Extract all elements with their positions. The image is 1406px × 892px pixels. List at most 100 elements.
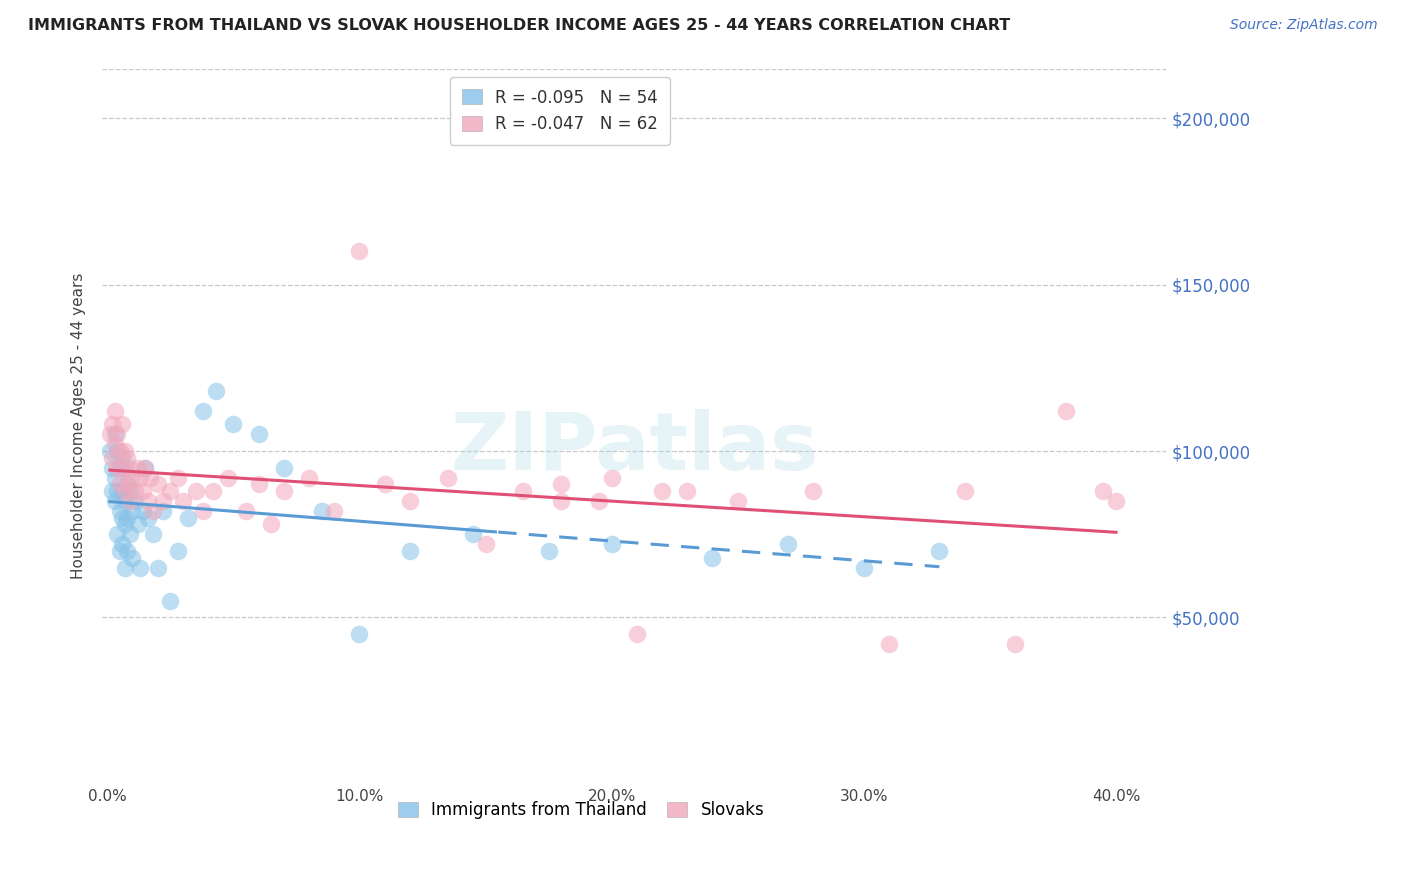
Point <box>105 427 128 442</box>
Point <box>349 627 371 641</box>
Point <box>114 460 136 475</box>
Point <box>374 477 396 491</box>
Point <box>117 477 139 491</box>
Point <box>727 494 749 508</box>
Point <box>537 544 560 558</box>
Point <box>260 517 283 532</box>
Point <box>588 494 610 508</box>
Point <box>104 494 127 508</box>
Point <box>101 450 124 465</box>
Point <box>101 483 124 498</box>
Point <box>204 384 226 399</box>
Point <box>114 483 136 498</box>
Point <box>167 544 190 558</box>
Point <box>311 504 333 518</box>
Point <box>550 477 572 491</box>
Point <box>127 517 149 532</box>
Point <box>105 460 128 475</box>
Point <box>191 404 214 418</box>
Point <box>124 494 146 508</box>
Point <box>1054 404 1077 418</box>
Point <box>235 504 257 518</box>
Point <box>114 444 136 458</box>
Point <box>117 450 139 465</box>
Point <box>167 471 190 485</box>
Point <box>104 427 127 442</box>
Point <box>217 471 239 485</box>
Legend: Immigrants from Thailand, Slovaks: Immigrants from Thailand, Slovaks <box>391 794 770 825</box>
Point <box>298 471 321 485</box>
Point <box>134 460 156 475</box>
Point <box>117 544 139 558</box>
Point <box>877 637 900 651</box>
Point <box>101 460 124 475</box>
Point <box>124 483 146 498</box>
Point <box>114 560 136 574</box>
Point <box>104 437 127 451</box>
Point <box>778 537 800 551</box>
Point <box>702 550 724 565</box>
Point <box>129 560 152 574</box>
Point <box>108 477 131 491</box>
Point <box>152 504 174 518</box>
Point <box>512 483 534 498</box>
Y-axis label: Householder Income Ages 25 - 44 years: Householder Income Ages 25 - 44 years <box>72 273 86 579</box>
Point <box>114 494 136 508</box>
Point <box>127 460 149 475</box>
Point <box>117 510 139 524</box>
Point <box>136 494 159 508</box>
Point <box>118 483 141 498</box>
Point <box>172 494 194 508</box>
Point <box>136 510 159 524</box>
Point <box>98 427 121 442</box>
Point <box>101 417 124 432</box>
Point <box>222 417 245 432</box>
Point <box>121 550 143 565</box>
Point <box>461 527 484 541</box>
Point <box>953 483 976 498</box>
Point <box>111 417 134 432</box>
Text: Source: ZipAtlas.com: Source: ZipAtlas.com <box>1230 18 1378 32</box>
Point <box>600 471 623 485</box>
Point <box>1004 637 1026 651</box>
Point <box>118 494 141 508</box>
Point <box>111 483 134 498</box>
Point <box>105 483 128 498</box>
Point <box>108 504 131 518</box>
Point <box>159 594 181 608</box>
Text: ZIPatlas: ZIPatlas <box>450 409 818 486</box>
Point <box>626 627 648 641</box>
Point <box>121 504 143 518</box>
Point <box>142 527 165 541</box>
Point <box>852 560 875 574</box>
Point <box>121 471 143 485</box>
Point <box>801 483 824 498</box>
Point <box>108 544 131 558</box>
Point <box>129 471 152 485</box>
Text: IMMIGRANTS FROM THAILAND VS SLOVAK HOUSEHOLDER INCOME AGES 25 - 44 YEARS CORRELA: IMMIGRANTS FROM THAILAND VS SLOVAK HOUSE… <box>28 18 1011 33</box>
Point <box>104 471 127 485</box>
Point <box>184 483 207 498</box>
Point <box>139 471 162 485</box>
Point <box>108 460 131 475</box>
Point <box>651 483 673 498</box>
Point <box>399 494 422 508</box>
Point <box>108 444 131 458</box>
Point <box>105 444 128 458</box>
Point <box>247 427 270 442</box>
Point <box>273 460 295 475</box>
Point <box>98 444 121 458</box>
Point <box>323 504 346 518</box>
Point <box>676 483 699 498</box>
Point <box>159 483 181 498</box>
Point <box>1092 483 1115 498</box>
Point <box>474 537 496 551</box>
Point <box>105 527 128 541</box>
Point <box>146 560 169 574</box>
Point <box>142 504 165 518</box>
Point <box>146 477 169 491</box>
Point <box>111 537 134 551</box>
Point <box>399 544 422 558</box>
Point <box>247 477 270 491</box>
Point <box>1105 494 1128 508</box>
